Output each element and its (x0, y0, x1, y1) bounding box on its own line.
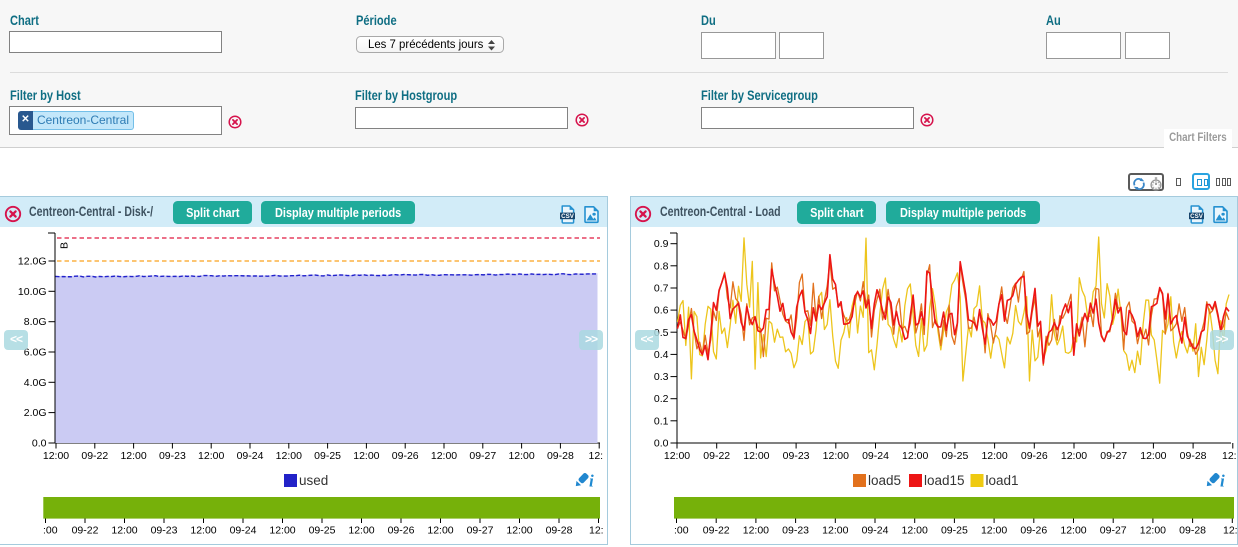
svg-text:09-28: 09-28 (1179, 525, 1206, 537)
svg-text:09-24: 09-24 (861, 525, 888, 537)
svg-text:0.8: 0.8 (653, 260, 668, 272)
svg-text:09-22: 09-22 (703, 450, 730, 462)
svg-text:12:00: 12:00 (980, 525, 1006, 537)
svg-text:CSV: CSV (1190, 213, 1204, 220)
svg-text:12:00: 12:00 (822, 525, 848, 537)
svg-text:09-27: 09-27 (1100, 450, 1127, 462)
svg-text:B: B (59, 242, 71, 249)
svg-text:0.4: 0.4 (653, 349, 668, 361)
svg-text:09-26: 09-26 (1020, 525, 1047, 537)
svg-text:12:00: 12:00 (1139, 525, 1165, 537)
svg-text:12:00: 12:00 (822, 450, 848, 462)
svg-text:load15: load15 (924, 473, 965, 488)
svg-text:0.7: 0.7 (653, 283, 668, 295)
svg-text:12:00: 12:00 (901, 525, 927, 537)
svg-text:09-22: 09-22 (72, 525, 99, 537)
svg-text:09-23: 09-23 (151, 525, 178, 537)
svg-text:12.0G: 12.0G (18, 256, 47, 268)
svg-text:12:00: 12:00 (663, 450, 689, 462)
svg-text:10.0G: 10.0G (18, 286, 47, 298)
svg-text:0.2: 0.2 (653, 393, 668, 405)
svg-text:CSV: CSV (561, 213, 575, 220)
svg-text:12:00: 12:00 (276, 450, 302, 462)
svg-text:0.0: 0.0 (32, 438, 47, 450)
svg-text:12:00: 12:00 (353, 450, 379, 462)
svg-text::00: :00 (43, 525, 58, 537)
svg-text:09-27: 09-27 (467, 525, 494, 537)
svg-text:09-22: 09-22 (81, 450, 108, 462)
svg-text:12:: 12: (1222, 450, 1237, 462)
svg-text:4.0G: 4.0G (24, 377, 47, 389)
svg-text:2.0G: 2.0G (24, 407, 47, 419)
svg-text:09-25: 09-25 (314, 450, 341, 462)
svg-text:09-26: 09-26 (1020, 450, 1047, 462)
svg-text:0.0: 0.0 (653, 438, 668, 450)
svg-text:12:00: 12:00 (1060, 450, 1086, 462)
svg-text:12:00: 12:00 (190, 525, 216, 537)
svg-text:12:00: 12:00 (120, 450, 146, 462)
svg-text:09-27: 09-27 (1099, 525, 1126, 537)
svg-text:09-27: 09-27 (469, 450, 496, 462)
svg-text:i: i (1220, 472, 1225, 491)
svg-text:12:00: 12:00 (743, 450, 769, 462)
svg-text:0.3: 0.3 (653, 371, 668, 383)
svg-text:used: used (299, 473, 328, 488)
svg-text:09-24: 09-24 (862, 450, 889, 462)
svg-text:09-25: 09-25 (309, 525, 336, 537)
svg-text:12:00: 12:00 (1060, 525, 1086, 537)
svg-text:09-23: 09-23 (159, 450, 186, 462)
svg-text:0.6: 0.6 (653, 305, 668, 317)
svg-text:09-23: 09-23 (782, 450, 809, 462)
svg-text:12:00: 12:00 (1140, 450, 1166, 462)
svg-text:09-28: 09-28 (546, 525, 573, 537)
svg-text:load5: load5 (868, 473, 901, 488)
svg-text:i: i (589, 472, 594, 491)
svg-text:09-25: 09-25 (940, 525, 967, 537)
svg-text:6.0G: 6.0G (24, 347, 47, 359)
svg-text:09-25: 09-25 (941, 450, 968, 462)
svg-text:09-22: 09-22 (702, 525, 729, 537)
svg-text:09-28: 09-28 (1179, 450, 1206, 462)
svg-text:12:00: 12:00 (506, 525, 532, 537)
svg-text:load1: load1 (985, 473, 1018, 488)
svg-text::00: :00 (674, 525, 689, 537)
svg-text:12:00: 12:00 (902, 450, 928, 462)
svg-text:12:00: 12:00 (269, 525, 295, 537)
svg-text:12:: 12: (1223, 525, 1238, 537)
svg-text:12:00: 12:00 (508, 450, 534, 462)
svg-text:12:00: 12:00 (427, 525, 453, 537)
svg-text:09-23: 09-23 (782, 525, 809, 537)
svg-text:12:00: 12:00 (742, 525, 768, 537)
svg-text:12:00: 12:00 (348, 525, 374, 537)
svg-text:12:: 12: (589, 450, 604, 462)
svg-text:0.9: 0.9 (653, 238, 668, 250)
svg-text:12:00: 12:00 (981, 450, 1007, 462)
svg-text:09-26: 09-26 (392, 450, 419, 462)
svg-text:12:: 12: (589, 525, 604, 537)
svg-text:09-26: 09-26 (388, 525, 415, 537)
svg-text:12:00: 12:00 (431, 450, 457, 462)
svg-text:09-24: 09-24 (230, 525, 257, 537)
svg-text:12:00: 12:00 (43, 450, 69, 462)
svg-text:09-24: 09-24 (237, 450, 264, 462)
svg-text:12:00: 12:00 (198, 450, 224, 462)
svg-text:12:00: 12:00 (111, 525, 137, 537)
svg-text:8.0G: 8.0G (24, 316, 47, 328)
svg-text:0.1: 0.1 (653, 415, 668, 427)
svg-text:09-28: 09-28 (547, 450, 574, 462)
